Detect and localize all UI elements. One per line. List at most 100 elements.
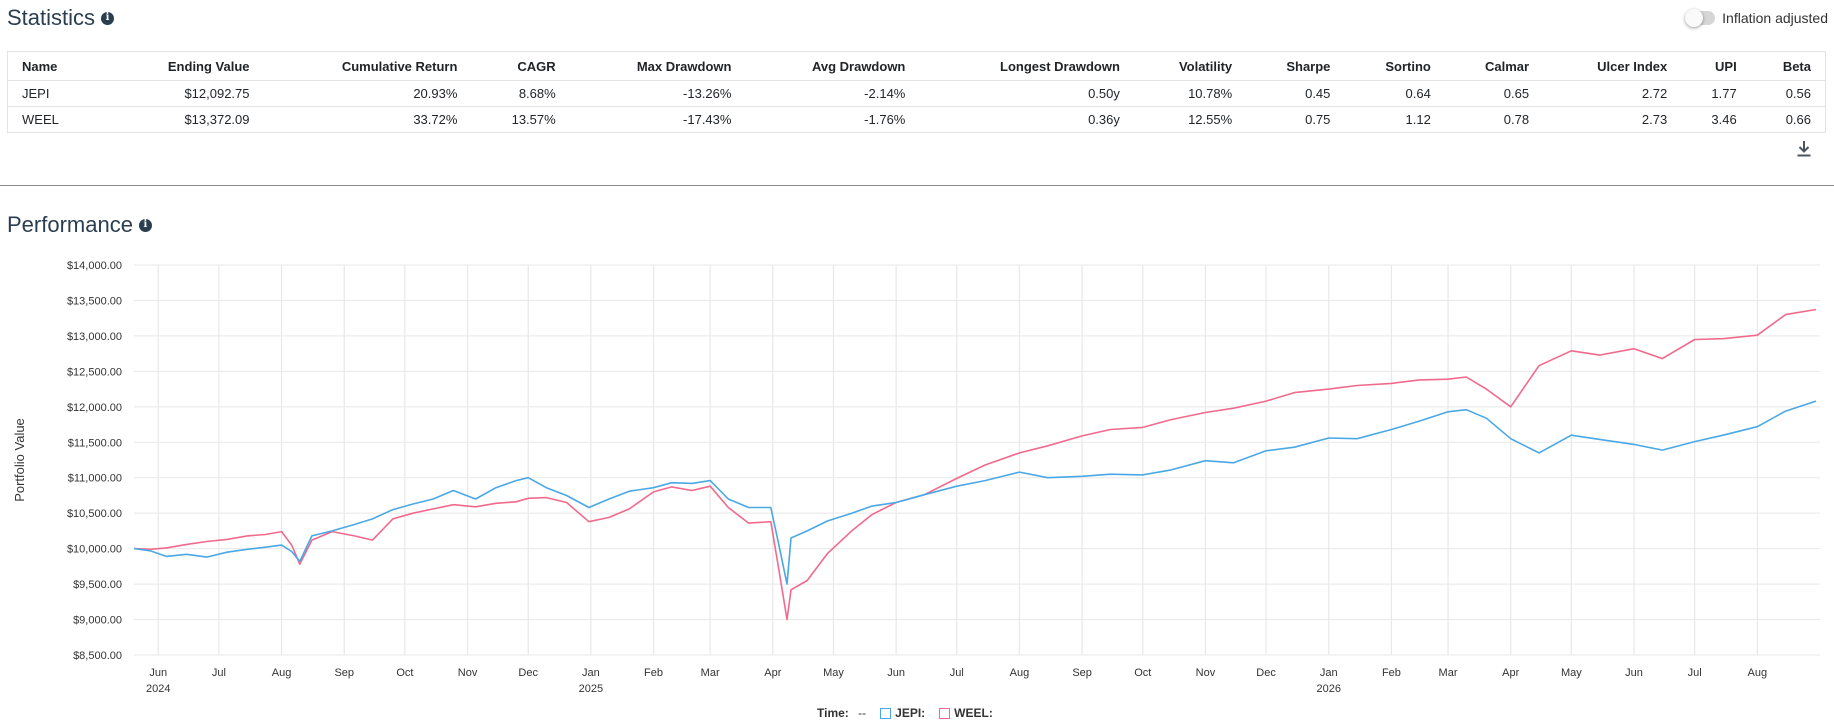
legend-time: Time: -- [817, 706, 866, 720]
x-tick-label: Apr [1502, 667, 1519, 679]
y-tick-label: $13,000.00 [67, 331, 122, 343]
column-header[interactable]: Beta [1750, 51, 1826, 81]
x-tick-label: Jan [1320, 667, 1338, 679]
x-tick-label: Nov [1196, 667, 1216, 679]
y-tick-label: $12,500.00 [67, 366, 122, 378]
table-cell: 2.73 [1543, 106, 1682, 133]
x-tick-label: Jun [149, 667, 167, 679]
x-tick-label: Aug [272, 667, 292, 679]
performance-title-text: Performance [7, 212, 133, 237]
legend-swatch-weel [939, 707, 951, 719]
x-tick-label: Oct [396, 667, 413, 679]
info-icon[interactable]: i [138, 218, 152, 232]
table-cell: 0.75 [1246, 106, 1345, 133]
x-tick-label: Dec [1256, 667, 1276, 679]
column-header[interactable]: Ulcer Index [1543, 51, 1682, 81]
column-header[interactable]: Longest Drawdown [919, 51, 1134, 81]
inflation-toggle[interactable]: Inflation adjusted [1685, 9, 1828, 27]
statistics-title-text: Statistics [7, 5, 96, 30]
y-tick-label: $8,500.00 [73, 650, 122, 662]
legend-item-jepi[interactable]: JEPI: [880, 706, 925, 720]
y-tick-label: $12,000.00 [67, 402, 122, 414]
table-cell: WEEL [7, 106, 108, 133]
table-cell: -17.43% [569, 106, 746, 133]
y-tick-label: $9,000.00 [73, 615, 122, 627]
column-header[interactable]: Name [7, 51, 108, 81]
column-header[interactable]: Max Drawdown [569, 51, 746, 81]
x-tick-label: Jan [582, 667, 600, 679]
column-header[interactable]: Calmar [1444, 51, 1544, 81]
legend-item-weel[interactable]: WEEL: [939, 706, 993, 720]
legend-label-weel: WEEL: [954, 706, 993, 720]
x-tick-label: Mar [701, 667, 720, 679]
x-tick-label: Jul [212, 667, 226, 679]
x-tick-label: Jun [1625, 667, 1643, 679]
table-cell: -13.26% [569, 80, 746, 107]
table-cell: JEPI [7, 80, 108, 107]
table-cell: 2.72 [1543, 80, 1682, 107]
x-tick-label: Sep [334, 667, 354, 679]
table-cell: 8.68% [471, 80, 570, 107]
table-row: JEPI $12,092.75 20.93% 8.68% -13.26% -2.14% 0.… [7, 80, 1826, 107]
y-tick-label: $9,500.00 [73, 579, 122, 591]
table-cell: 0.36y [919, 106, 1134, 133]
legend-time-value: -- [858, 706, 867, 720]
table-cell: 1.12 [1344, 106, 1445, 133]
y-tick-label: $11,500.00 [68, 437, 122, 449]
x-tick-year-label: 2026 [1317, 683, 1341, 695]
table-cell: 0.45 [1246, 80, 1345, 107]
x-tick-label: Dec [518, 667, 538, 679]
toggle-switch[interactable] [1685, 9, 1716, 27]
column-header[interactable]: Cumulative Return [263, 51, 472, 81]
table-cell: 0.50y [919, 80, 1134, 107]
table-cell: -1.76% [745, 106, 920, 133]
x-tick-label: Sep [1072, 667, 1092, 679]
y-tick-label: $10,500.00 [67, 508, 122, 520]
column-header[interactable]: Avg Drawdown [745, 51, 920, 81]
x-tick-label: Aug [1010, 667, 1030, 679]
x-tick-label: May [823, 667, 844, 679]
x-tick-label: Jul [950, 667, 964, 679]
table-cell: 10.78% [1133, 80, 1247, 107]
column-header[interactable]: Volatility [1133, 51, 1247, 81]
column-header[interactable]: Ending Value [107, 51, 264, 81]
download-icon[interactable] [1796, 140, 1812, 158]
y-tick-label: $13,500.00 [67, 295, 122, 307]
inflation-label: Inflation adjusted [1722, 10, 1828, 26]
legend-swatch-jepi [880, 707, 892, 719]
table-cell: 33.72% [263, 106, 472, 133]
table-cell: 3.46 [1681, 106, 1751, 133]
series-line-weel[interactable] [133, 308, 1817, 621]
y-tick-label: $11,000.00 [68, 473, 122, 485]
table-cell: 0.78 [1444, 106, 1544, 133]
table-cell: $12,092.75 [107, 80, 264, 107]
info-icon[interactable]: i [101, 11, 115, 25]
table-cell: 20.93% [263, 80, 472, 107]
x-tick-label: Apr [764, 667, 781, 679]
series-line-jepi[interactable] [133, 400, 1817, 585]
column-header[interactable]: UPI [1681, 51, 1751, 81]
column-header[interactable]: CAGR [471, 51, 570, 81]
table-cell: 0.66 [1750, 106, 1826, 133]
column-header[interactable]: Sharpe [1246, 51, 1345, 81]
x-tick-label: Mar [1439, 667, 1458, 679]
table-cell: 12.55% [1133, 106, 1247, 133]
y-tick-label: $10,000.00 [67, 544, 122, 556]
table-cell: 0.65 [1444, 80, 1544, 107]
performance-title: Performance i [7, 212, 152, 238]
x-tick-label: Oct [1134, 667, 1151, 679]
table-cell: 13.57% [471, 106, 570, 133]
table-cell: -2.14% [745, 80, 920, 107]
table-cell: 1.77 [1681, 80, 1751, 107]
x-tick-label: Jul [1688, 667, 1702, 679]
x-tick-label: May [1561, 667, 1582, 679]
y-axis-title: Portfolio Value [12, 418, 27, 502]
x-tick-label: Feb [1382, 667, 1401, 679]
statistics-title: Statistics i [7, 5, 115, 31]
legend-time-label: Time: [817, 706, 849, 720]
x-tick-year-label: 2025 [579, 683, 603, 695]
section-divider [0, 185, 1834, 186]
legend-label-jepi: JEPI: [895, 706, 926, 720]
column-header[interactable]: Sortino [1344, 51, 1445, 81]
